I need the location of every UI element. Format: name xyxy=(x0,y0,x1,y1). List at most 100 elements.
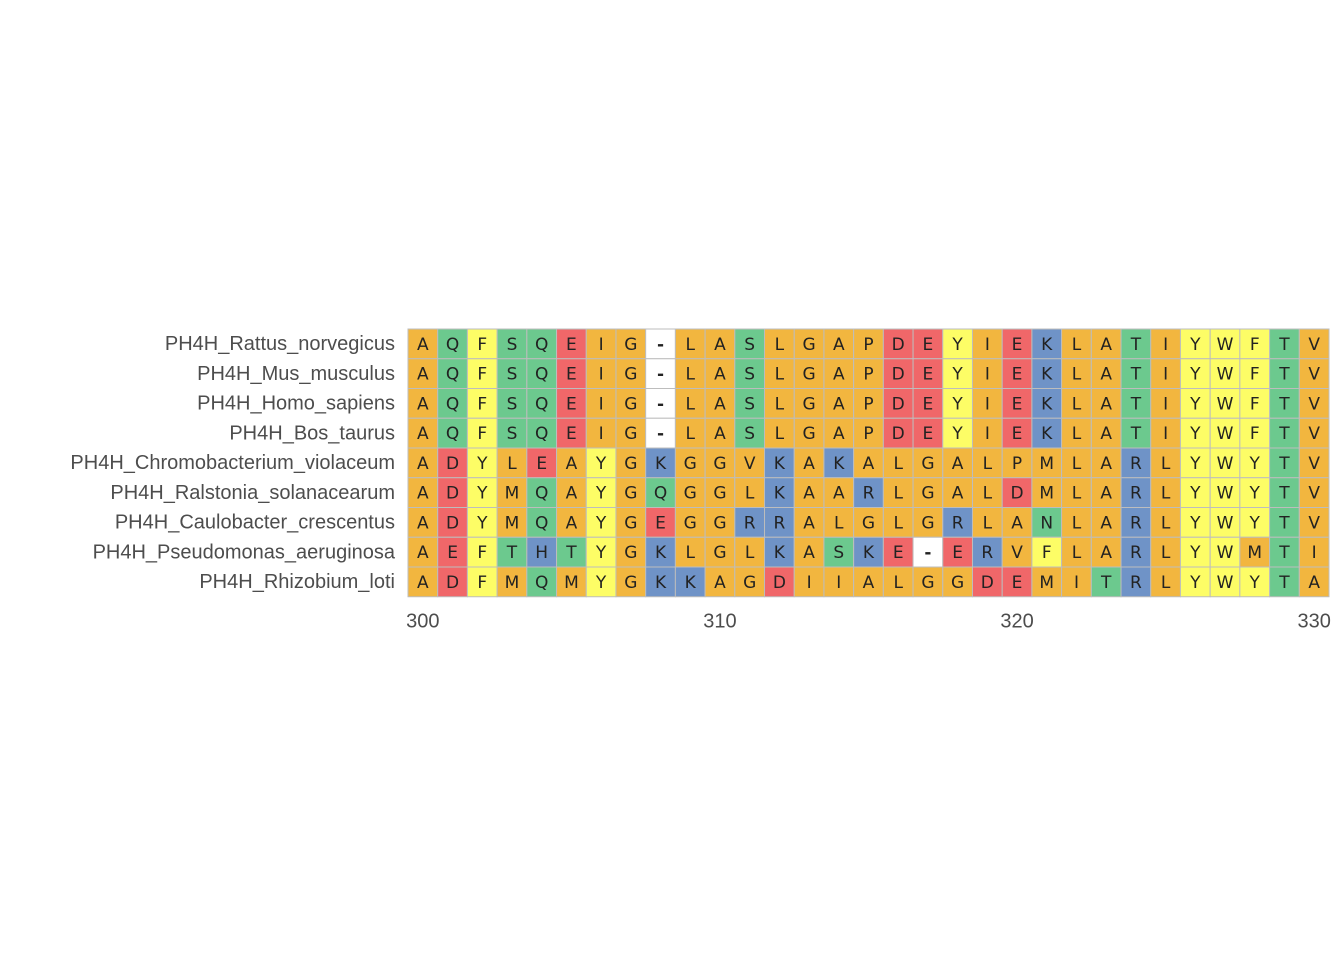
residue-letter: L xyxy=(893,513,903,533)
residue-letter: L xyxy=(834,513,844,533)
residue-letter: R xyxy=(1130,573,1142,593)
residue-cell xyxy=(1031,536,1063,568)
residue-letter: E xyxy=(923,424,934,444)
residue-letter: M xyxy=(1247,543,1262,563)
residue-cell xyxy=(764,566,795,598)
residue-cell xyxy=(971,388,1003,419)
residue-letter: L xyxy=(507,454,517,474)
residue-letter: Y xyxy=(1189,513,1201,533)
residue-letter: I xyxy=(985,365,990,385)
residue-letter: F xyxy=(477,424,487,444)
residue-cell xyxy=(942,447,973,479)
residue-cell xyxy=(704,388,736,419)
residue-cell xyxy=(526,388,558,419)
residue-letter: Q xyxy=(446,335,459,355)
residue-letter: W xyxy=(1217,513,1234,533)
residue-letter: V xyxy=(1308,335,1320,355)
residue-letter: L xyxy=(893,454,903,474)
residue-letter: I xyxy=(985,394,990,414)
residue-cell xyxy=(674,417,706,449)
residue-cell xyxy=(1090,477,1122,508)
residue-letter: L xyxy=(745,543,755,563)
residue-letter: L xyxy=(893,484,903,504)
residue-letter: D xyxy=(446,513,459,533)
residue-cell xyxy=(1090,358,1122,389)
residue-letter: E xyxy=(655,513,666,533)
residue-letter: L xyxy=(1161,454,1171,474)
residue-cell xyxy=(407,328,439,360)
residue-letter: T xyxy=(565,543,577,563)
residue-letter: L xyxy=(983,454,993,474)
residue-cell xyxy=(1150,477,1181,508)
residue-letter: Q xyxy=(446,394,459,414)
residue-letter: G xyxy=(624,394,637,414)
residue-cell xyxy=(1090,566,1122,598)
residue-letter: K xyxy=(655,454,667,474)
residue-letter: Q xyxy=(535,513,548,533)
residue-letter: T xyxy=(1278,394,1290,414)
residue-cell xyxy=(1001,477,1033,508)
residue-letter: L xyxy=(1072,394,1082,414)
sequence-label: PH4H_Rattus_norvegicus xyxy=(165,333,395,355)
residue-letter: S xyxy=(507,394,518,414)
residue-letter: - xyxy=(657,335,664,355)
residue-cell xyxy=(1209,417,1241,449)
residue-letter: G xyxy=(684,513,697,533)
residue-cell xyxy=(407,536,439,568)
residue-cell xyxy=(466,447,498,479)
residue-letter: Y xyxy=(1189,573,1201,593)
residue-cell xyxy=(704,507,736,538)
residue-letter: D xyxy=(981,573,994,593)
residue-letter: L xyxy=(893,573,903,593)
residue-letter: F xyxy=(1042,543,1052,563)
residue-cell xyxy=(734,388,766,419)
residue-cell xyxy=(971,536,1003,568)
residue-letter: M xyxy=(564,573,579,593)
residue-letter: T xyxy=(1130,424,1142,444)
residue-letter: G xyxy=(624,454,637,474)
residue-letter: A xyxy=(566,454,578,474)
residue-cell xyxy=(1269,536,1300,568)
residue-cell xyxy=(823,417,855,449)
residue-letter: G xyxy=(684,484,697,504)
residue-letter: G xyxy=(713,484,726,504)
residue-cell xyxy=(853,388,884,419)
residue-cell xyxy=(556,417,587,449)
residue-cell xyxy=(466,507,498,538)
residue-cell xyxy=(1298,328,1330,360)
residue-cell xyxy=(704,477,736,508)
residue-cell xyxy=(823,447,855,479)
residue-cell xyxy=(674,388,706,419)
residue-cell xyxy=(526,358,558,389)
residue-letter: P xyxy=(1012,454,1022,474)
residue-letter: K xyxy=(774,484,786,504)
residue-letter: A xyxy=(863,454,875,474)
residue-cell xyxy=(1031,358,1063,389)
residue-letter: V xyxy=(744,454,756,474)
residue-cell xyxy=(1269,507,1300,538)
residue-letter: Y xyxy=(1189,335,1201,355)
residue-cell xyxy=(526,447,558,479)
residue-cell xyxy=(734,536,766,568)
residue-cell xyxy=(556,477,587,508)
residue-cell xyxy=(1209,507,1241,538)
residue-cell xyxy=(1179,417,1211,449)
residue-letter: D xyxy=(892,365,905,385)
residue-letter: E xyxy=(923,365,934,385)
sequence-label: PH4H_Rhizobium_loti xyxy=(199,571,395,593)
residue-letter: R xyxy=(744,513,756,533)
residue-cell xyxy=(1031,507,1063,538)
residue-letter: A xyxy=(803,484,815,504)
residue-cell xyxy=(1209,566,1241,598)
residue-cell xyxy=(496,388,528,419)
residue-cell xyxy=(1061,388,1092,419)
residue-letter: W xyxy=(1217,424,1234,444)
residue-cell xyxy=(585,388,617,419)
residue-letter: M xyxy=(505,573,520,593)
residue-cell xyxy=(764,388,795,419)
residue-letter: T xyxy=(1278,454,1290,474)
residue-letter: K xyxy=(863,543,875,563)
residue-letter: G xyxy=(921,573,934,593)
residue-letter: A xyxy=(417,365,429,385)
